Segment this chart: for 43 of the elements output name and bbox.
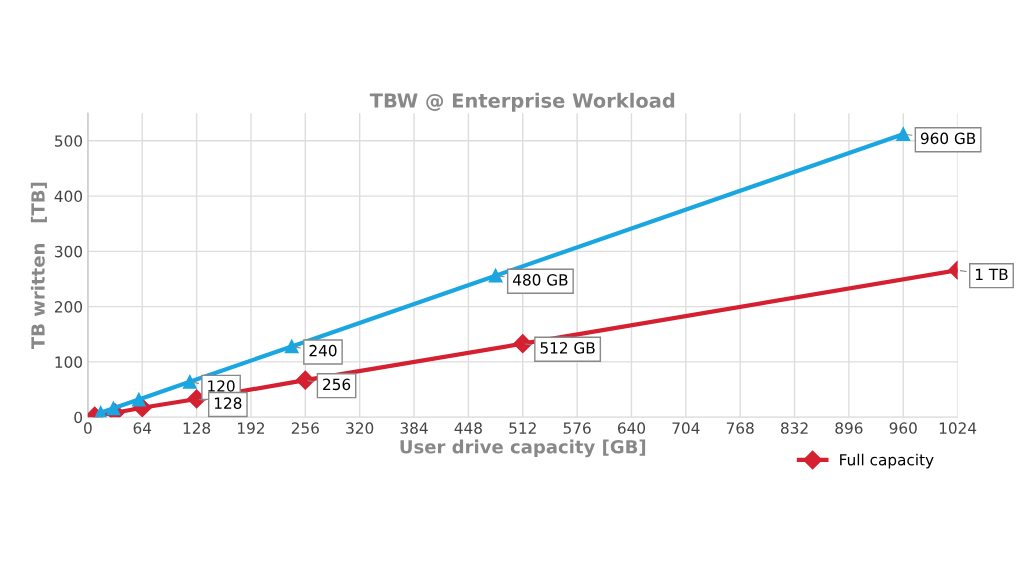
- annotation: 256: [323, 378, 351, 391]
- x-tick-label: 640: [617, 422, 646, 434]
- annotation: 128: [214, 397, 242, 409]
- point: [488, 268, 503, 283]
- x-tick-label: 64: [133, 422, 152, 434]
- annotation: 240: [309, 344, 337, 357]
- annotation: 480 GB: [512, 274, 568, 286]
- annotation: 960 GB: [920, 132, 976, 145]
- y-tick-label: 200: [54, 301, 83, 313]
- annotation: 120: [208, 380, 235, 392]
- x-tick-label: 768: [726, 422, 754, 434]
- x-tick-label: 128: [183, 422, 211, 434]
- x-tick-label: 960: [889, 422, 917, 434]
- x-tick-label: 832: [781, 422, 808, 434]
- x-axis-title: User drive capacity [GB]: [400, 439, 646, 458]
- legend-label: Full capacity: [840, 453, 934, 469]
- point: [896, 127, 911, 142]
- point: [284, 339, 299, 354]
- y-tick-label: 300: [55, 245, 83, 258]
- x-tick-label: 512: [509, 422, 536, 434]
- y-tick-label: 500: [55, 135, 83, 147]
- point: [106, 401, 121, 416]
- x-tick-label: 896: [835, 422, 863, 434]
- x-tick-label: 448: [454, 422, 482, 434]
- x-tick-label: 384: [400, 422, 428, 434]
- x-tick-label: 704: [672, 422, 700, 434]
- x-tick-label: 1024: [939, 422, 977, 434]
- x-tick-label: 576: [563, 422, 591, 434]
- point: [182, 374, 197, 389]
- chart-title: TBW @ Enterprise Workload: [369, 92, 675, 112]
- y-axis-title: TB written [TB]: [30, 182, 47, 350]
- y-tick-label: 400: [54, 190, 83, 203]
- point: [513, 334, 533, 354]
- annotation: 512 GB: [540, 342, 595, 354]
- point: [131, 392, 146, 407]
- x-tick-label: 320: [346, 422, 374, 434]
- y-tick-label: 0: [74, 411, 83, 424]
- x-tick-label: 192: [238, 422, 265, 434]
- x-tick-label: 0: [84, 422, 92, 434]
- y-tick-label: 100: [55, 356, 83, 368]
- point: [295, 370, 315, 390]
- annotation: 1 TB: [975, 268, 1008, 280]
- x-tick-label: 256: [291, 422, 319, 434]
